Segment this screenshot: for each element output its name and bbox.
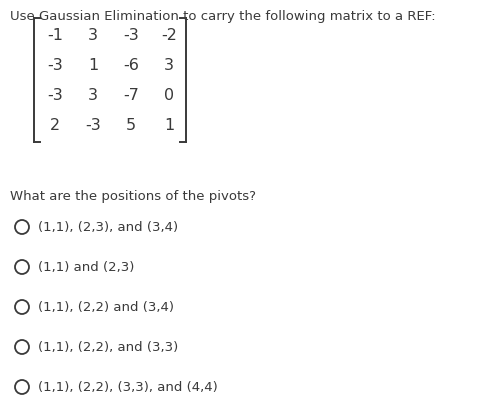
Text: 0: 0 <box>164 88 174 103</box>
Text: 1: 1 <box>164 118 174 133</box>
Text: (1,1), (2,2) and (3,4): (1,1), (2,2) and (3,4) <box>38 300 174 313</box>
Text: -3: -3 <box>85 118 101 133</box>
Text: -1: -1 <box>47 28 63 42</box>
Text: -3: -3 <box>123 28 139 42</box>
Text: -2: -2 <box>161 28 177 42</box>
Text: What are the positions of the pivots?: What are the positions of the pivots? <box>10 190 256 203</box>
Text: -3: -3 <box>47 88 63 103</box>
Text: 3: 3 <box>88 88 98 103</box>
Text: (1,1), (2,3), and (3,4): (1,1), (2,3), and (3,4) <box>38 221 178 234</box>
Text: -3: -3 <box>47 57 63 72</box>
Text: -7: -7 <box>123 88 139 103</box>
Text: 3: 3 <box>88 28 98 42</box>
Text: (1,1) and (2,3): (1,1) and (2,3) <box>38 260 134 274</box>
Text: (1,1), (2,2), and (3,3): (1,1), (2,2), and (3,3) <box>38 341 178 354</box>
Text: 2: 2 <box>50 118 60 133</box>
Text: 5: 5 <box>126 118 136 133</box>
Text: Use Gaussian Elimination to carry the following matrix to a REF:: Use Gaussian Elimination to carry the fo… <box>10 10 436 23</box>
Text: (1,1), (2,2), (3,3), and (4,4): (1,1), (2,2), (3,3), and (4,4) <box>38 381 218 394</box>
Text: 3: 3 <box>164 57 174 72</box>
Text: 1: 1 <box>88 57 98 72</box>
Text: -6: -6 <box>123 57 139 72</box>
